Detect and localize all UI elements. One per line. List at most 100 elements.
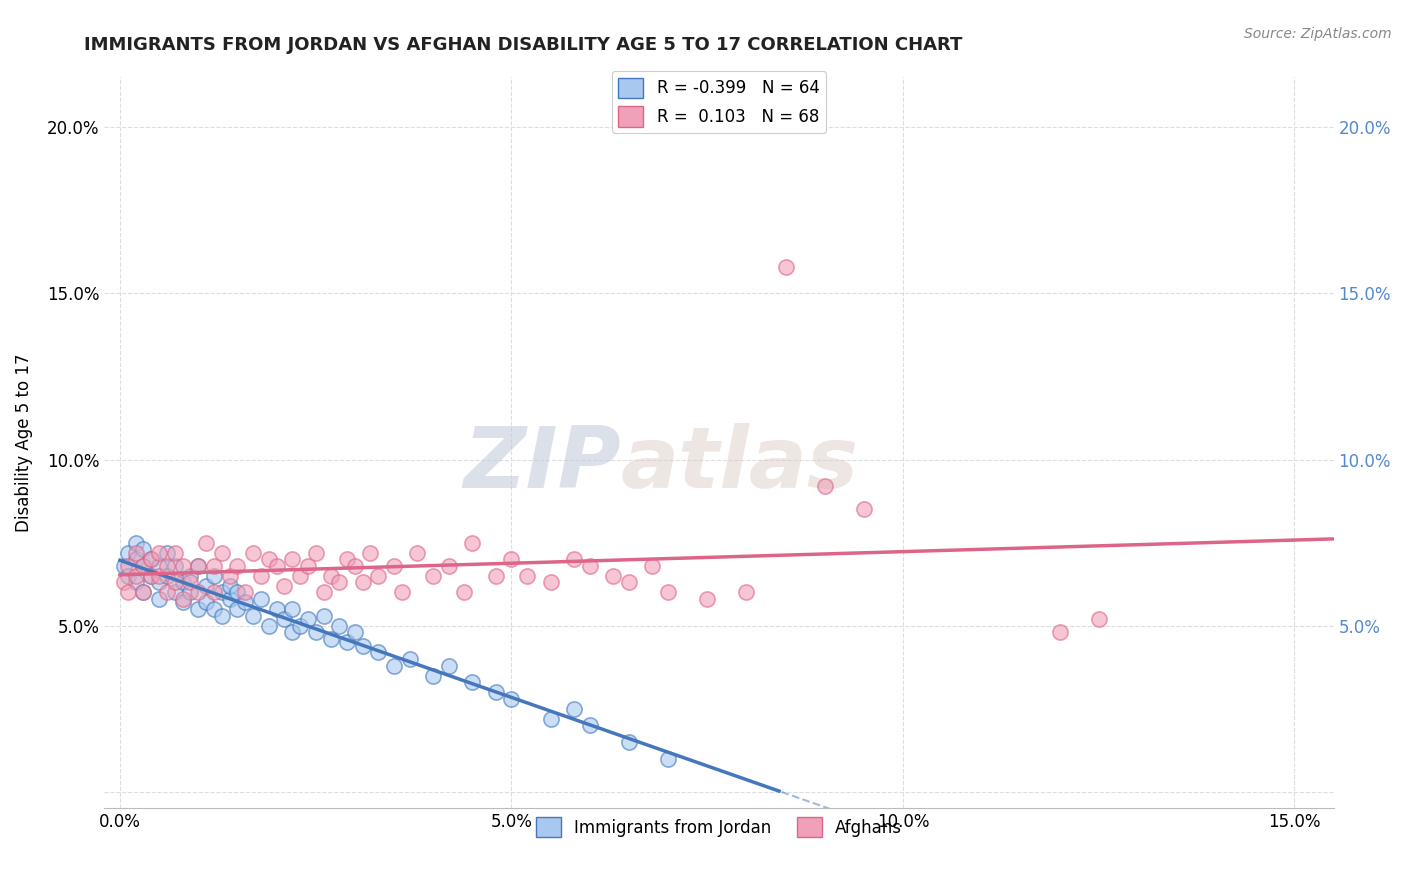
Text: Source: ZipAtlas.com: Source: ZipAtlas.com xyxy=(1244,27,1392,41)
Point xyxy=(360,545,382,559)
Point xyxy=(814,479,837,493)
Point xyxy=(461,535,484,549)
Point xyxy=(657,585,679,599)
Point xyxy=(117,558,139,573)
Point xyxy=(250,592,273,607)
Point xyxy=(179,569,201,583)
Point xyxy=(735,585,758,599)
Point xyxy=(328,575,350,590)
Point xyxy=(305,625,328,640)
Point xyxy=(328,618,350,632)
Point xyxy=(602,569,624,583)
Point xyxy=(163,585,186,599)
Point xyxy=(321,632,343,646)
Point xyxy=(117,585,139,599)
Point xyxy=(226,558,249,573)
Point xyxy=(132,558,155,573)
Point xyxy=(273,612,295,626)
Point xyxy=(562,702,585,716)
Point xyxy=(321,569,343,583)
Point xyxy=(124,552,146,566)
Point xyxy=(141,552,163,566)
Point xyxy=(141,569,163,583)
Point xyxy=(226,585,249,599)
Point xyxy=(257,552,280,566)
Point xyxy=(202,558,225,573)
Point xyxy=(202,585,225,599)
Point xyxy=(148,575,170,590)
Point xyxy=(211,585,233,599)
Point xyxy=(156,569,179,583)
Point xyxy=(117,569,139,583)
Point xyxy=(336,635,359,649)
Text: IMMIGRANTS FROM JORDAN VS AFGHAN DISABILITY AGE 5 TO 17 CORRELATION CHART: IMMIGRANTS FROM JORDAN VS AFGHAN DISABIL… xyxy=(84,36,963,54)
Point xyxy=(257,618,280,632)
Point xyxy=(148,569,170,583)
Point xyxy=(233,595,256,609)
Point xyxy=(195,579,218,593)
Point xyxy=(485,685,508,699)
Point xyxy=(156,545,179,559)
Point xyxy=(124,545,146,559)
Point xyxy=(211,545,233,559)
Point xyxy=(187,558,209,573)
Point xyxy=(641,558,664,573)
Point xyxy=(382,658,405,673)
Point xyxy=(288,569,311,583)
Point xyxy=(312,585,335,599)
Point xyxy=(617,575,640,590)
Point xyxy=(406,545,429,559)
Point xyxy=(422,569,444,583)
Point xyxy=(202,569,225,583)
Point xyxy=(250,569,273,583)
Point xyxy=(195,595,218,609)
Point xyxy=(297,558,319,573)
Point xyxy=(266,558,288,573)
Point xyxy=(501,552,523,566)
Point xyxy=(141,569,163,583)
Point xyxy=(696,592,718,607)
Point xyxy=(172,558,194,573)
Point xyxy=(179,575,201,590)
Point xyxy=(187,602,209,616)
Point xyxy=(288,618,311,632)
Point xyxy=(141,552,163,566)
Point xyxy=(163,575,186,590)
Point xyxy=(124,575,146,590)
Point xyxy=(540,712,562,726)
Point xyxy=(266,602,288,616)
Point xyxy=(398,652,420,666)
Point xyxy=(172,575,194,590)
Point xyxy=(540,575,562,590)
Point xyxy=(163,558,186,573)
Point xyxy=(242,608,264,623)
Point xyxy=(657,751,679,765)
Point xyxy=(297,612,319,626)
Point xyxy=(422,668,444,682)
Point xyxy=(132,558,155,573)
Point xyxy=(578,718,600,732)
Point xyxy=(195,535,218,549)
Point xyxy=(187,558,209,573)
Point xyxy=(132,542,155,557)
Point xyxy=(281,602,304,616)
Point xyxy=(172,595,194,609)
Point xyxy=(112,558,135,573)
Point xyxy=(117,545,139,559)
Point xyxy=(112,575,135,590)
Point xyxy=(156,585,179,599)
Point xyxy=(305,545,328,559)
Y-axis label: Disability Age 5 to 17: Disability Age 5 to 17 xyxy=(15,354,32,533)
Point xyxy=(852,502,875,516)
Point xyxy=(242,545,264,559)
Point xyxy=(218,579,240,593)
Point xyxy=(179,585,201,599)
Point xyxy=(1087,612,1109,626)
Point xyxy=(352,575,374,590)
Point xyxy=(501,691,523,706)
Point xyxy=(124,569,146,583)
Point xyxy=(1049,625,1071,640)
Point xyxy=(148,558,170,573)
Point xyxy=(352,639,374,653)
Point xyxy=(437,658,460,673)
